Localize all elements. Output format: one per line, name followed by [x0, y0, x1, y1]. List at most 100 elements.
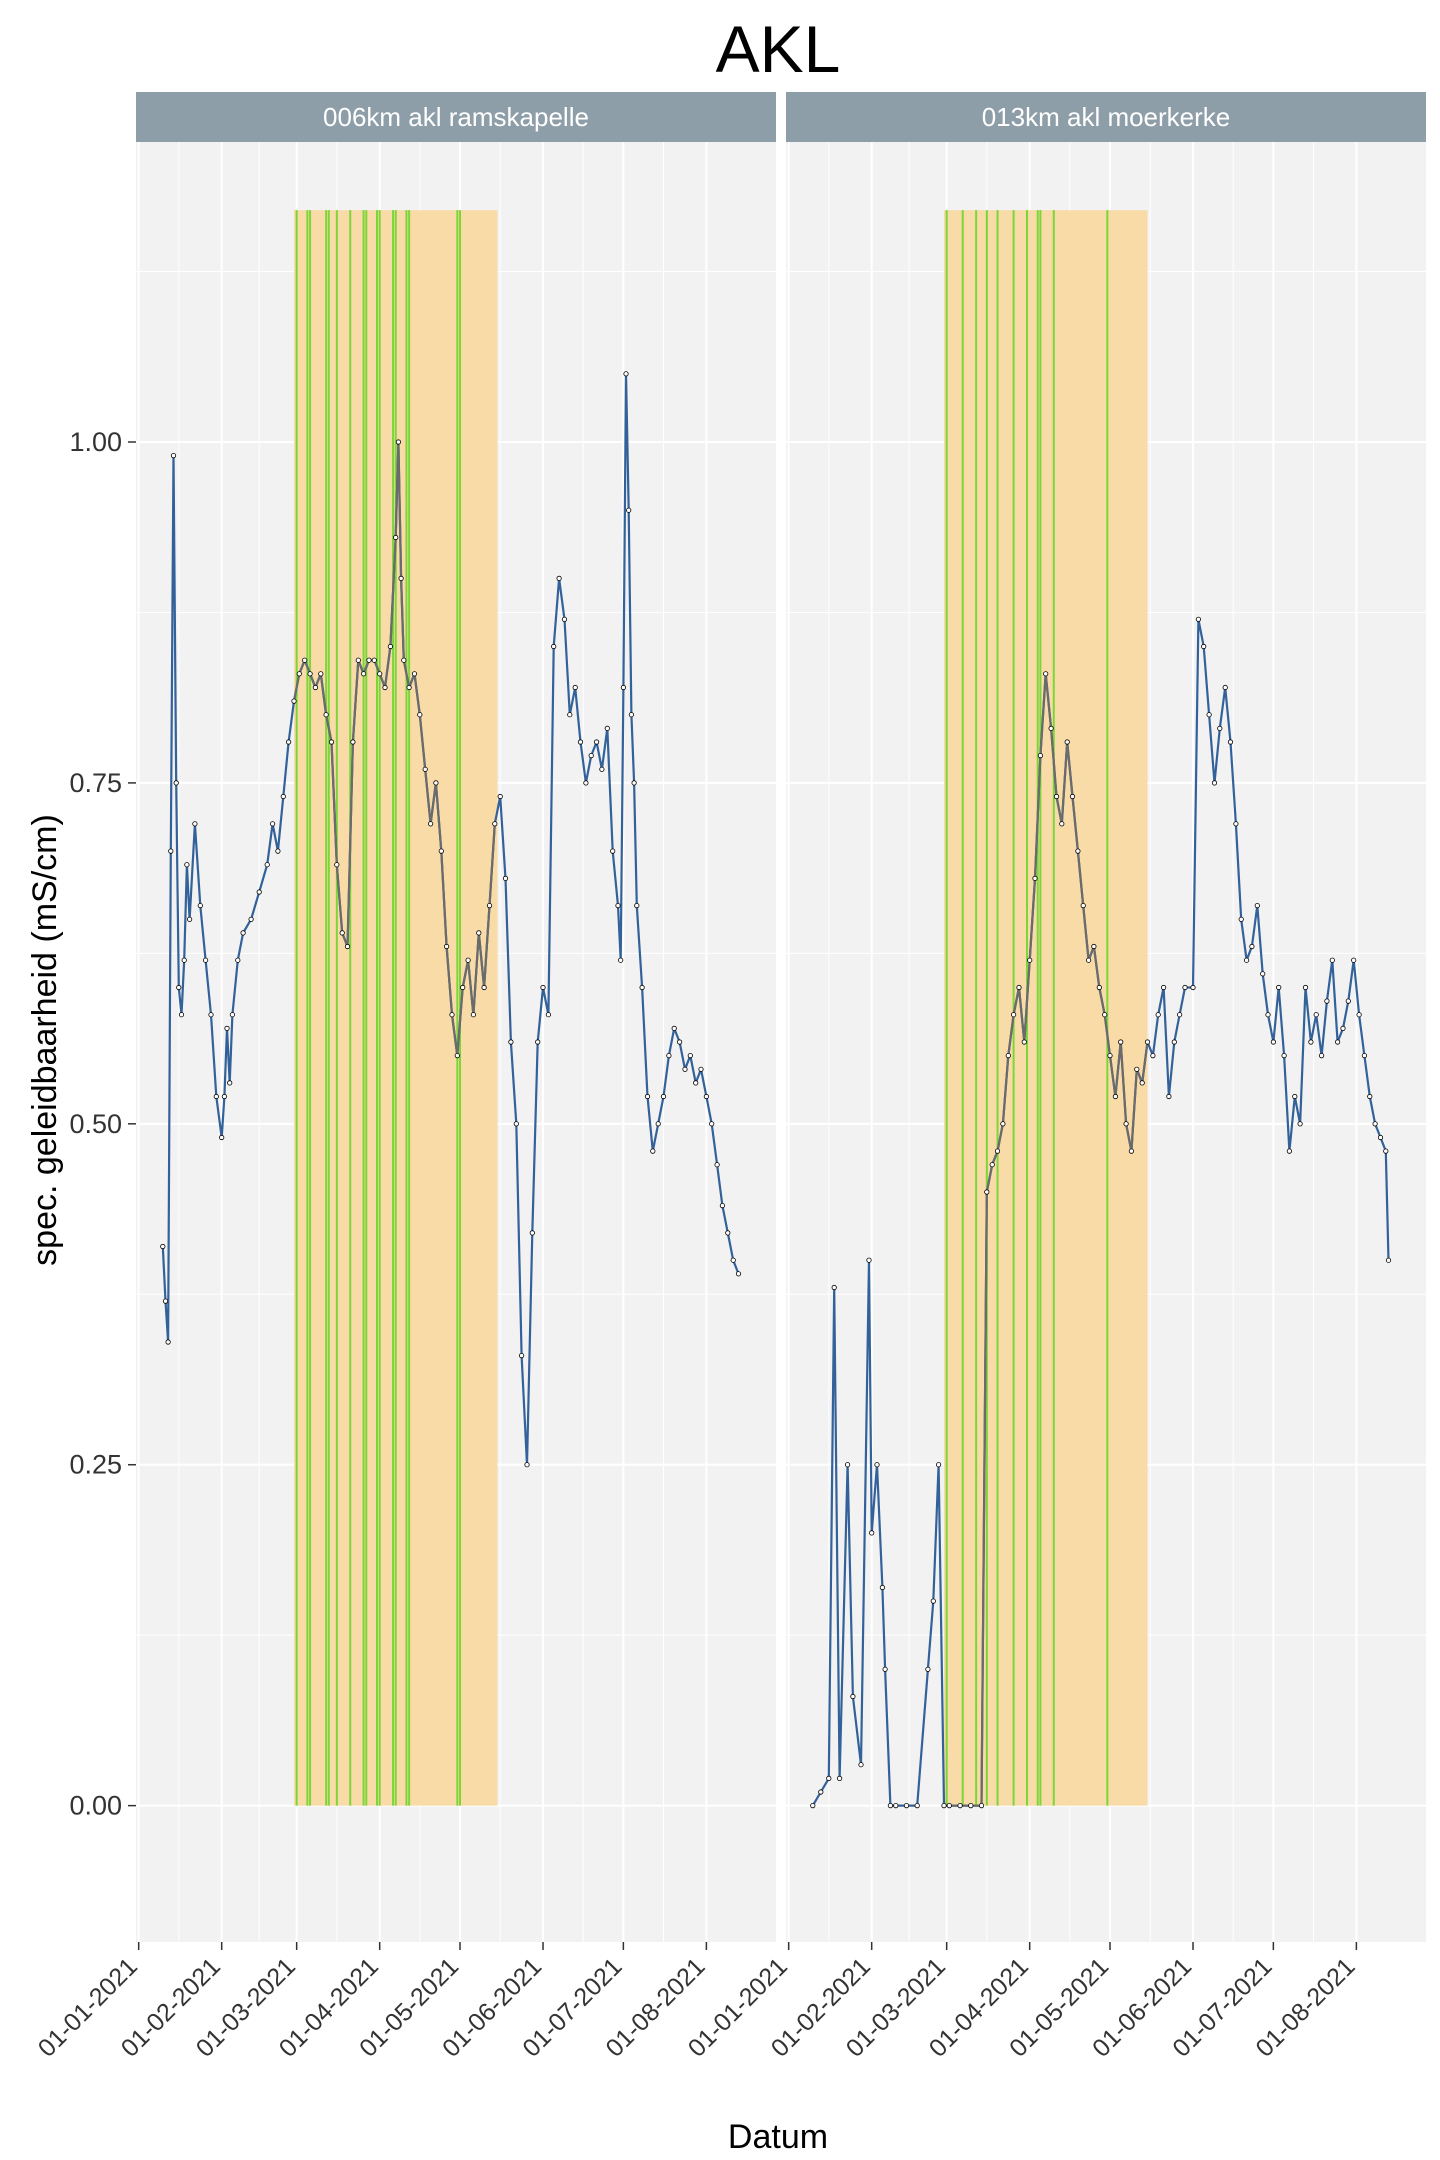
data-point — [1286, 1148, 1293, 1154]
data-point — [1118, 1039, 1124, 1045]
data-point — [470, 1012, 476, 1018]
data-point — [323, 712, 329, 718]
data-point — [339, 930, 345, 936]
x-tick-layer: 01-01-202101-02-202101-03-202101-04-2021… — [683, 1942, 1361, 2063]
data-point — [224, 1025, 230, 1032]
data-point — [1385, 1257, 1392, 1263]
data-point — [941, 1803, 947, 1809]
data-point — [730, 1257, 736, 1263]
data-point — [879, 1584, 886, 1591]
data-point — [481, 984, 487, 991]
data-point — [387, 643, 393, 650]
data-point — [219, 1134, 225, 1141]
data-point — [687, 1053, 693, 1059]
data-point — [567, 712, 573, 718]
data-point — [393, 534, 399, 541]
data-point — [644, 1093, 651, 1100]
data-point — [275, 848, 281, 854]
data-point — [984, 1189, 990, 1195]
data-point — [1177, 1012, 1183, 1018]
data-point — [618, 957, 624, 963]
shaded-period — [943, 210, 1148, 1806]
data-point — [1313, 1012, 1319, 1018]
data-point — [1080, 902, 1086, 909]
data-point — [422, 766, 428, 772]
series-layer — [810, 616, 1392, 1809]
data-point — [1166, 1093, 1172, 1100]
data-point — [173, 780, 179, 786]
y-tick-label: 0.25 — [69, 1450, 122, 1480]
data-point — [604, 725, 610, 732]
series-layer — [160, 371, 742, 1468]
panel-strip — [136, 92, 776, 142]
data-point — [1206, 712, 1212, 718]
data-point — [599, 766, 605, 772]
data-point — [454, 1053, 460, 1059]
data-point — [208, 1012, 214, 1018]
data-point — [1227, 739, 1234, 745]
data-point — [285, 739, 292, 745]
data-point — [417, 712, 423, 718]
data-point — [572, 684, 578, 691]
data-point — [213, 1093, 219, 1100]
data-point — [1102, 1012, 1108, 1018]
x-tick-layer: 01-01-202101-02-202101-03-202101-04-2021… — [33, 1942, 711, 2063]
data-point — [1211, 780, 1218, 786]
data-point — [1356, 1012, 1362, 1018]
data-point — [1195, 616, 1202, 622]
data-point — [810, 1803, 816, 1809]
data-point — [264, 862, 270, 868]
y-axis-title: spec. geleidbaarheid (mS/cm) — [26, 814, 64, 1266]
data-point — [1027, 957, 1033, 963]
data-point — [682, 1066, 688, 1072]
data-point — [1238, 916, 1244, 922]
data-point — [551, 643, 557, 650]
data-point — [660, 1093, 667, 1100]
data-point — [1260, 971, 1266, 977]
data-point — [698, 1066, 704, 1072]
data-point — [866, 1257, 872, 1263]
data-point — [1032, 875, 1038, 882]
y-tick-label: 1.00 — [69, 427, 122, 457]
data-point — [165, 1339, 171, 1345]
data-point — [1123, 1121, 1129, 1127]
data-point — [433, 780, 439, 786]
data-point — [1292, 1093, 1298, 1100]
data-point — [170, 452, 177, 459]
data-point — [639, 984, 645, 991]
data-point — [1171, 1039, 1177, 1045]
data-point — [235, 957, 241, 963]
data-point — [1005, 1053, 1011, 1059]
data-point — [513, 1121, 519, 1127]
data-point — [1254, 902, 1260, 909]
data-point — [914, 1803, 920, 1809]
data-point — [935, 1462, 942, 1468]
data-point — [1043, 671, 1049, 677]
data-point — [1010, 1012, 1017, 1018]
data-point — [449, 1012, 455, 1018]
data-point — [227, 1080, 233, 1086]
data-point — [1064, 739, 1070, 745]
x-axis-title: Datum — [728, 2118, 828, 2156]
data-point — [1367, 1093, 1373, 1100]
y-tick-label: 0.00 — [69, 1791, 122, 1821]
data-point — [529, 1230, 535, 1236]
data-point — [162, 1298, 169, 1304]
data-point — [650, 1148, 656, 1154]
data-point — [398, 575, 404, 582]
data-point — [882, 1666, 888, 1672]
data-point — [1086, 957, 1092, 963]
data-point — [676, 1039, 683, 1045]
data-point — [1069, 793, 1076, 800]
data-point — [184, 862, 190, 868]
data-point — [634, 902, 640, 909]
panel-moerkerke: 013km akl moerkerke 01-01-202101-02-2021… — [683, 92, 1426, 2063]
data-point — [240, 930, 246, 936]
data-point — [588, 752, 594, 759]
data-point — [1351, 957, 1357, 963]
data-point — [826, 1775, 832, 1782]
data-point — [1021, 1039, 1027, 1045]
data-point — [561, 616, 568, 622]
data-point — [1217, 725, 1223, 732]
